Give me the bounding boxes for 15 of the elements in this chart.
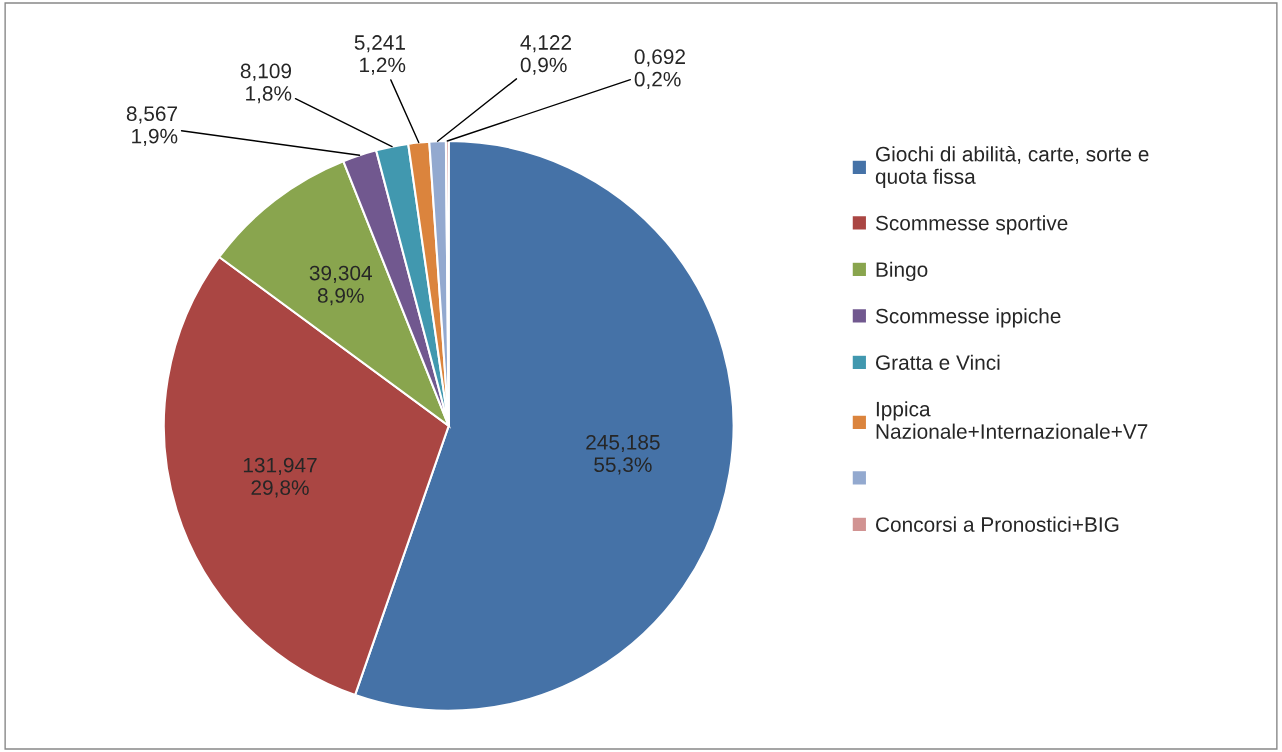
legend-label: Scommesse sportive (875, 215, 1068, 235)
legend-label: Scommesse ippiche (875, 308, 1061, 328)
data-label: 39,304 8,9% (309, 265, 372, 306)
data-label: 5,241 1,2% (354, 35, 406, 75)
legend-label: Concorsi a Pronostici+BIG (876, 516, 1119, 532)
legend-label: Bingo (876, 261, 928, 282)
data-label: 4,122 0,9% (520, 35, 572, 75)
data-label: 0,692 0,2% (634, 49, 685, 90)
legend-label: Gratta e Vinci (876, 354, 1000, 370)
legend-label: Ippica Nazionale+Internazionale+V7 (876, 401, 1148, 439)
data-label: 245,185 55,3% (586, 434, 660, 475)
data-label: 8,109 1,8% (240, 63, 292, 104)
legend-label: Giochi di abilità, carte, sorte e quota fissa (875, 145, 1149, 189)
data-label: 131,947 29,8% (243, 457, 317, 498)
data-label: 8,567 1,9% (126, 106, 178, 146)
